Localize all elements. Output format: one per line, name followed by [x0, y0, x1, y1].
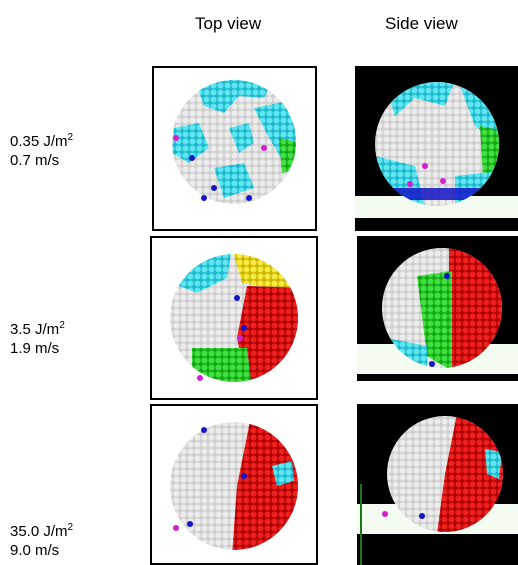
energy-value: 35.0 J/m [10, 523, 68, 540]
energy-exponent: 2 [67, 522, 74, 533]
row-label-2: 3.5 J/m2 1.9 m/s [10, 316, 65, 358]
side-view-panel-1 [355, 66, 518, 231]
top-view-header: Top view [195, 14, 262, 33]
particle-cluster-image [172, 80, 296, 204]
energy-value: 3.5 J/m [10, 321, 60, 338]
energy-exponent: 2 [59, 320, 65, 331]
energy-exponent: 2 [67, 132, 74, 143]
side-view-panel-3 [357, 404, 518, 565]
energy-value: 0.35 J/m [10, 133, 68, 150]
particle-cluster-image [170, 422, 298, 550]
row-label-1: 0.35 J/m2 0.7 m/s [10, 128, 73, 170]
top-view-panel-1 [152, 66, 317, 231]
particle-cluster-image [357, 416, 518, 565]
top-view-panel-2 [150, 236, 318, 400]
particle-cluster-image [357, 248, 518, 374]
top-view-panel-3 [150, 404, 318, 565]
velocity-value: 0.7 m/s [10, 152, 60, 169]
side-view-header: Side view [385, 14, 458, 33]
side-view-panel-2 [357, 236, 518, 381]
particle-cluster-image [170, 254, 298, 382]
velocity-value: 1.9 m/s [10, 340, 60, 357]
particle-cluster-image [355, 82, 518, 218]
row-label-3: 35.0 J/m2 9.0 m/s [10, 518, 73, 560]
velocity-value: 9.0 m/s [10, 542, 60, 559]
